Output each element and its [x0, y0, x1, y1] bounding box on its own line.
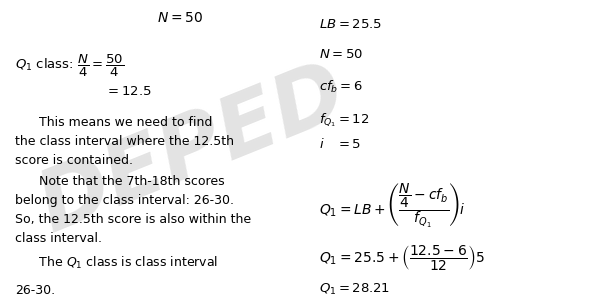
- Text: $N = 50$: $N = 50$: [319, 48, 362, 61]
- Text: $LB = 25.5$: $LB = 25.5$: [319, 18, 382, 31]
- Text: DEPED: DEPED: [26, 52, 358, 250]
- Text: The $Q_1$ class is class interval: The $Q_1$ class is class interval: [15, 255, 218, 271]
- Text: $= 12.5$: $= 12.5$: [105, 85, 152, 98]
- Text: $cf_b = 6$: $cf_b = 6$: [319, 79, 362, 95]
- Text: Note that the 7th-18th scores
belong to the class interval: 26-30.
So, the 12.5t: Note that the 7th-18th scores belong to …: [15, 175, 251, 245]
- Text: $Q_1 = 25.5 + \left(\dfrac{12.5 - 6}{12}\right)5$: $Q_1 = 25.5 + \left(\dfrac{12.5 - 6}{12}…: [319, 243, 484, 272]
- Text: 26-30.: 26-30.: [15, 284, 55, 297]
- Text: $i \quad = 5$: $i \quad = 5$: [319, 137, 361, 151]
- Text: $N = 50$: $N = 50$: [157, 11, 203, 24]
- Text: $Q_1 = 28.21$: $Q_1 = 28.21$: [319, 282, 389, 297]
- Text: $Q_1$ class: $\dfrac{N}{4} = \dfrac{50}{4}$: $Q_1$ class: $\dfrac{N}{4} = \dfrac{50}{…: [15, 53, 124, 79]
- Text: $Q_1 = LB + \left(\dfrac{\dfrac{N}{4} - cf_b}{f_{Q_1}}\right)i$: $Q_1 = LB + \left(\dfrac{\dfrac{N}{4} - …: [319, 181, 465, 229]
- Text: This means we need to find
the class interval where the 12.5th
score is containe: This means we need to find the class int…: [15, 116, 234, 167]
- Text: $f_{Q_1} = 12$: $f_{Q_1} = 12$: [319, 112, 369, 129]
